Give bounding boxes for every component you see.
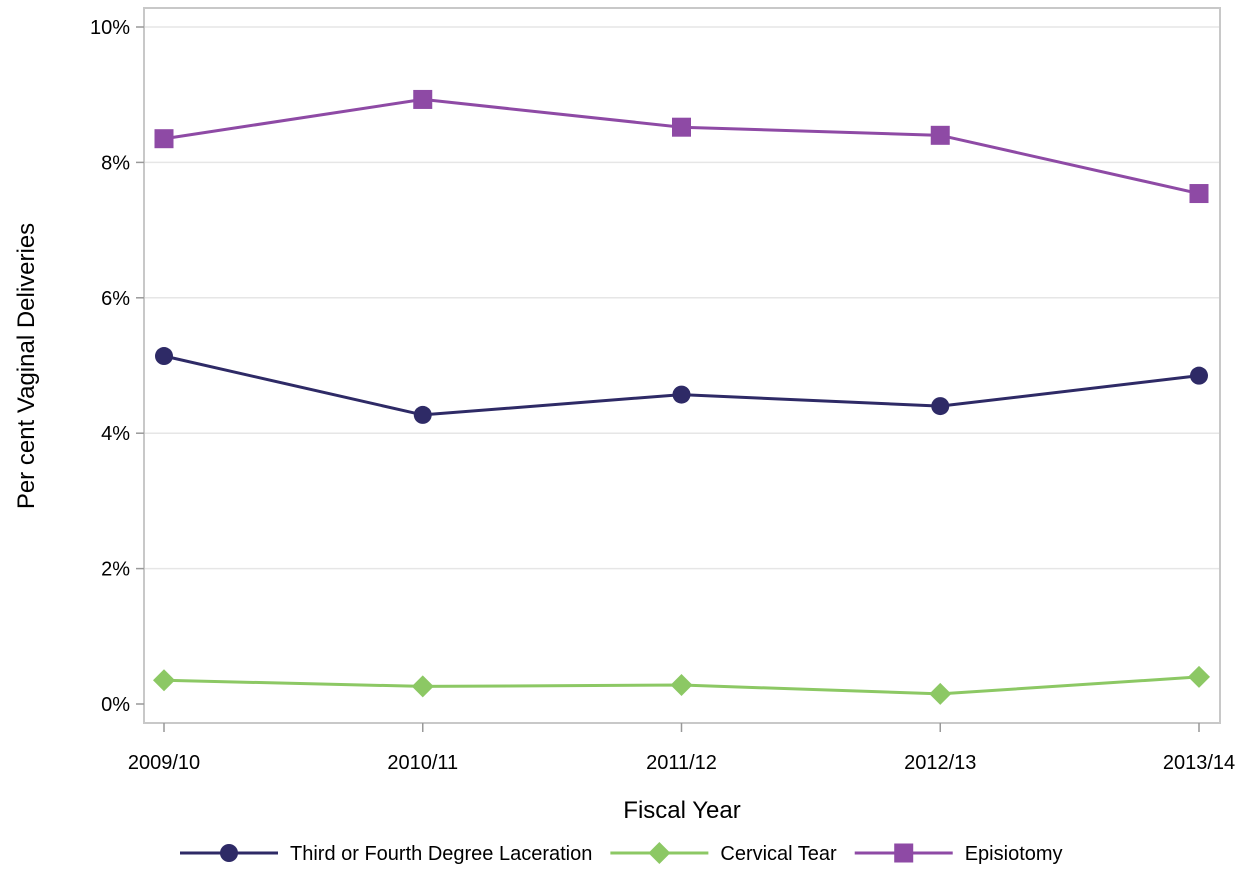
series-cervical-tear: [153, 665, 1210, 705]
y-tick-label: 6%: [101, 288, 130, 310]
data-point-diamond: [153, 669, 175, 692]
series-line: [163, 354, 1200, 417]
legend-item: Episiotomy: [854, 843, 1063, 865]
data-point-circle: [155, 347, 173, 366]
data-point-circle: [413, 405, 432, 424]
legend-label: Episiotomy: [965, 843, 1063, 865]
y-tick-label: 4%: [101, 423, 130, 445]
x-axis: 2009/10 2010/11 2011/12 2012/13 2013/14: [128, 723, 1235, 774]
x-tick-label: 2010/11: [387, 752, 458, 774]
data-point-square: [154, 129, 174, 149]
data-point-diamond: [411, 675, 434, 698]
data-point-diamond: [670, 674, 693, 697]
y-tick-label: 10%: [90, 17, 130, 39]
y-axis-title: Per cent Vaginal Deliveries: [13, 223, 40, 509]
data-point-square: [930, 125, 950, 145]
x-tick-label: 2011/12: [646, 752, 717, 774]
data-point-circle: [220, 844, 238, 862]
y-tick-label: 0%: [101, 694, 130, 716]
y-tick-label: 8%: [101, 152, 130, 174]
plot-frame: [143, 7, 1221, 724]
x-tick-label: 2009/10: [128, 752, 200, 774]
data-point-circle: [931, 397, 950, 416]
data-point-square: [413, 89, 433, 109]
data-point-diamond: [648, 842, 671, 864]
y-axis: 0% 2% 4% 6% 8% 10%: [90, 17, 144, 716]
legend-item: Third or Fourth Degree Laceration: [180, 843, 592, 865]
series-third-or-fourth-degree-laceration: [155, 347, 1208, 424]
data-point-circle: [672, 385, 691, 404]
data-point-diamond: [929, 682, 952, 705]
legend-item: Cervical Tear: [610, 842, 837, 865]
data-point-square: [1189, 184, 1209, 204]
data-point-square: [894, 843, 914, 863]
data-point-circle: [1190, 366, 1208, 385]
x-tick-label: 2013/14: [1163, 752, 1235, 774]
legend-label: Third or Fourth Degree Laceration: [290, 843, 592, 865]
legend: Third or Fourth Degree Laceration Cervica…: [180, 842, 1063, 865]
gridlines: [144, 26, 1220, 570]
series-line: [163, 97, 1200, 196]
series-episiotomy: [154, 89, 1209, 204]
x-tick-label: 2012/13: [904, 752, 976, 774]
data-point-square: [672, 117, 691, 137]
legend-label: Cervical Tear: [720, 843, 837, 865]
y-tick-label: 2%: [101, 559, 130, 581]
series-group: [153, 89, 1210, 705]
x-axis-title: Fiscal Year: [623, 797, 740, 824]
data-point-diamond: [1188, 665, 1210, 688]
